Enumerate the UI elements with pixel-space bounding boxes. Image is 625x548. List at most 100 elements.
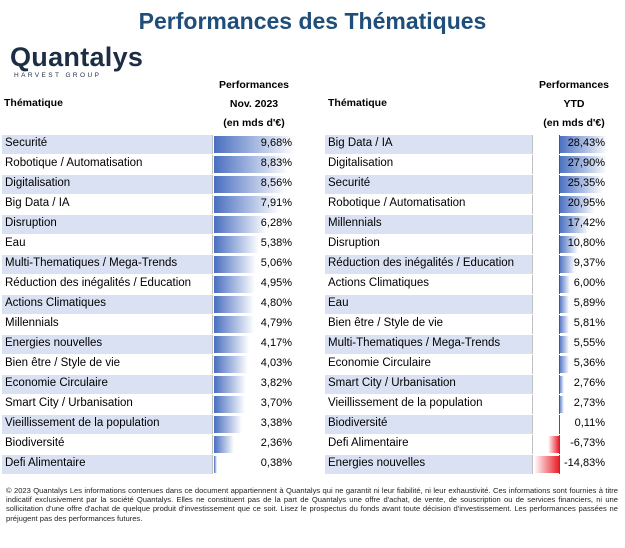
table-row: Defi Alimentaire -6,73% [325,435,608,454]
logo-wordmark: Quantalys [10,42,144,72]
thematique-label: Réduction des inégalités / Education [5,277,192,289]
table-row: Defi Alimentaire 0,38% [2,455,295,474]
table-row: Vieillissement de la population 3,38% [2,415,295,434]
value-label: -6,73% [570,437,605,449]
data-bar [214,256,257,273]
data-bar [559,256,576,273]
thematique-label: Millennials [328,217,382,229]
value-label: -14,83% [564,457,605,469]
right-label-header: Thématique [328,97,387,109]
thematique-label: Bien être / Style de vie [5,357,121,369]
thematique-label: Eau [5,237,26,249]
thematique-label: Vieillissement de la population [328,397,483,409]
zero-axis-line [559,375,561,394]
data-bar [559,196,596,213]
data-bar [214,136,295,153]
value-label: 2,36% [260,437,292,449]
zero-axis-line [559,235,561,254]
data-bar [214,456,218,473]
performance-cell: 6,00% [532,275,608,294]
left-col-header-line3: (en mds d'€) [223,117,285,129]
thematique-label: Disruption [5,217,57,229]
thematique-label: Actions Climatiques [5,297,106,309]
performance-cell: 5,06% [212,255,295,274]
value-label: 28,43% [567,137,605,149]
table-row: Réduction des inégalités / Education 4,95… [2,275,295,294]
data-bar [214,376,246,393]
performance-cell: 8,56% [212,175,295,194]
thematique-label: Millennials [5,317,59,329]
right-col-header-line1: Performances [538,79,610,91]
value-label: 7,91% [260,197,292,209]
logo-subtitle: HARVEST GROUP [14,72,102,79]
thematique-label: Digitalisation [328,157,394,169]
table-row: Energies nouvelles 4,17% [2,335,295,354]
value-label: 4,17% [260,337,292,349]
data-bar [559,356,569,373]
performance-cell: 20,95% [532,195,608,214]
thematique-label: Réduction des inégalités / Education [328,257,515,269]
thematique-label: Biodiversité [5,437,65,449]
table-row: Eau 5,38% [2,235,295,254]
thematique-label: Energies nouvelles [5,337,103,349]
data-bar [559,396,565,413]
thematique-label: Actions Climatiques [328,277,429,289]
zero-axis-line [559,295,561,314]
data-bar [559,296,570,313]
value-label: 0,11% [574,417,605,429]
left-col-header-line1: Performances [218,79,290,91]
table-row: Energies nouvelles -14,83% [325,455,608,474]
thematique-label: Big Data / IA [328,137,393,149]
zero-axis-line [559,395,561,414]
table-row: Disruption 10,80% [325,235,608,254]
value-label: 27,90% [567,157,605,169]
table-row: Réduction des inégalités / Education 9,37… [325,255,608,274]
performance-cell: 25,35% [532,175,608,194]
data-bar [214,216,267,233]
zero-axis-line [559,135,561,154]
data-bar [214,196,281,213]
data-bar [214,336,249,353]
thematique-label: Defi Alimentaire [328,437,409,449]
performance-cell: 7,91% [212,195,295,214]
zero-axis-line [559,155,561,174]
data-bar [559,336,569,353]
table-row: Multi-Thematiques / Mega-Trends 5,06% [2,255,295,274]
data-bar [214,316,255,333]
thematique-label: Bien être / Style de vie [328,317,444,329]
value-label: 4,80% [260,297,292,309]
thematique-label: Securité [5,137,48,149]
performance-cell: 17,42% [532,215,608,234]
value-label: 0,38% [260,457,292,469]
value-label: 25,35% [567,177,605,189]
data-bar [559,156,608,173]
performance-cell: 3,38% [212,415,295,434]
value-label: 5,81% [573,317,605,329]
zero-axis-line [559,195,561,214]
performance-cell: 4,80% [212,295,295,314]
table-row: Millennials 17,42% [325,215,608,234]
zero-axis-line [559,275,561,294]
performance-cell: 10,80% [532,235,608,254]
zero-axis-line [559,335,561,354]
thematique-label: Vieillissement de la population [5,417,160,429]
zero-axis-line [559,415,561,434]
performance-cell: 2,36% [212,435,295,454]
data-bar [559,376,565,393]
table-row: Economie Circulaire 5,36% [325,355,608,374]
thematique-label: Smart City / Urbanisation [328,377,456,389]
right-col-header-line3: (en mds d'€) [543,117,605,129]
performance-cell: 3,70% [212,395,295,414]
data-bar [559,276,570,293]
value-label: 6,00% [573,277,605,289]
thematique-label: Securité [328,177,371,189]
performance-cell: 4,95% [212,275,295,294]
value-label: 9,68% [260,137,292,149]
right-col-header-line2: YTD [563,98,585,110]
zero-axis-line [559,215,561,234]
data-bar [534,456,560,473]
table-row: Millennials 4,79% [2,315,295,334]
data-bar [214,276,256,293]
data-bar [214,156,288,173]
performance-cell: 5,89% [532,295,608,314]
